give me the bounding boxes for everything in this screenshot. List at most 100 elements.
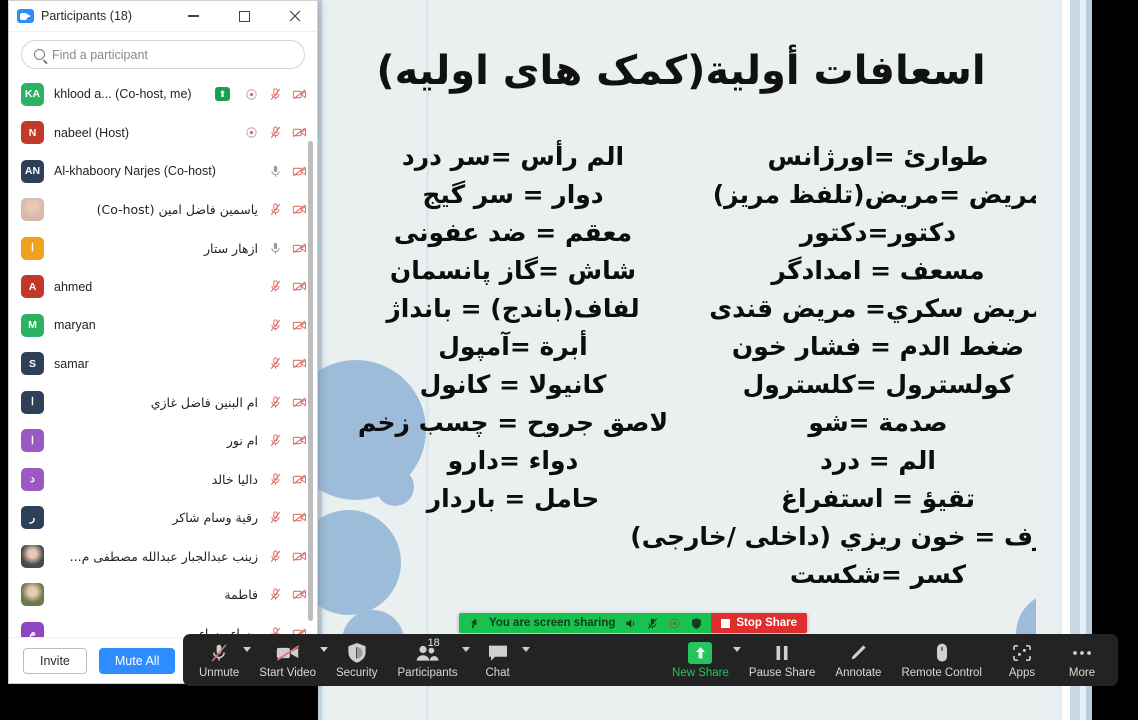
mic-muted-icon[interactable] xyxy=(646,617,659,630)
video-off-icon[interactable] xyxy=(292,241,307,256)
participant-row[interactable]: ياسمين فاضل امين (Co-host) xyxy=(9,191,317,230)
participant-name: رقية وسام شاكر xyxy=(172,510,258,526)
video-off-icon[interactable] xyxy=(292,87,307,102)
avatar: م xyxy=(21,621,44,637)
toolbar-start-video-button[interactable]: Start Video xyxy=(249,634,328,686)
toolbar-annotate-button[interactable]: Annotate xyxy=(825,634,891,686)
toolbar-more-button[interactable]: More xyxy=(1052,634,1112,686)
record-icon[interactable] xyxy=(244,125,259,140)
video-off-icon[interactable] xyxy=(292,472,307,487)
participants-scrollbar-thumb[interactable] xyxy=(308,141,313,621)
toolbar-new-share-button[interactable]: New Share xyxy=(662,634,741,686)
mic-muted-icon[interactable] xyxy=(268,125,283,140)
slide-line: مريض =مريض(تلفظ مريز) xyxy=(712,180,1044,209)
chevron-down-icon[interactable] xyxy=(243,647,252,652)
mic-on-icon[interactable] xyxy=(268,164,283,179)
search-input[interactable] xyxy=(52,47,292,62)
mic-muted-icon[interactable] xyxy=(268,587,283,602)
toolbar-participants-button[interactable]: 18 Participants xyxy=(388,634,470,686)
chevron-down-icon[interactable] xyxy=(461,647,470,652)
mute-all-button[interactable]: Mute All xyxy=(98,647,176,674)
slide-line: طوارئ =اورژانس xyxy=(767,142,989,171)
video-off-icon[interactable] xyxy=(292,318,307,333)
avatar: N xyxy=(21,121,44,145)
chevron-down-icon[interactable] xyxy=(521,647,530,652)
mic-muted-icon[interactable] xyxy=(268,510,283,525)
toolbar-icon xyxy=(208,642,230,664)
participant-row[interactable]: KA khlood a... (Co-host, me) ⬆ xyxy=(9,75,317,114)
video-off-icon[interactable] xyxy=(292,164,307,179)
participant-row[interactable]: ا ام نور xyxy=(9,422,317,461)
chevron-down-icon[interactable] xyxy=(319,647,328,652)
shield-icon[interactable] xyxy=(690,617,703,630)
video-off-icon[interactable] xyxy=(292,125,307,140)
speaker-icon[interactable] xyxy=(624,617,637,630)
meeting-toolbar: Unmute Start Video Security 18 Participants C… xyxy=(183,634,1118,686)
participants-scrollbar-track[interactable] xyxy=(308,77,315,635)
video-off-icon[interactable] xyxy=(292,356,307,371)
participant-row[interactable]: زينب عبدالجبار عبدالله مصطفى م... xyxy=(9,537,317,576)
mic-on-icon[interactable] xyxy=(268,241,283,256)
mic-muted-icon[interactable] xyxy=(268,202,283,217)
participant-row[interactable]: AN Al-khaboory Narjes (Co-host) xyxy=(9,152,317,191)
share-edge-left-2 xyxy=(322,0,326,720)
toolbar-apps-button[interactable]: Apps xyxy=(992,634,1052,686)
close-button[interactable] xyxy=(273,1,317,32)
video-off-icon[interactable] xyxy=(292,202,307,217)
zoom-video-icon xyxy=(17,9,34,23)
stop-share-button[interactable]: Stop Share xyxy=(711,613,808,633)
slide-line: کانیولا = کانول xyxy=(419,370,607,399)
invite-button[interactable]: Invite xyxy=(23,647,87,674)
mic-muted-icon[interactable] xyxy=(268,472,283,487)
search-box[interactable] xyxy=(21,40,305,69)
participant-row[interactable]: ا ام البنين فاضل غازي xyxy=(9,383,317,422)
mic-muted-icon[interactable] xyxy=(268,279,283,294)
video-off-icon[interactable] xyxy=(292,510,307,525)
participant-row[interactable]: ا ازهار ستار xyxy=(9,229,317,268)
participant-row[interactable]: د داليا خالد xyxy=(9,460,317,499)
mic-muted-icon[interactable] xyxy=(268,433,283,448)
participant-row[interactable]: ر رقية وسام شاكر xyxy=(9,499,317,538)
toolbar-pause-share-button[interactable]: Pause Share xyxy=(739,634,826,686)
chevron-down-icon[interactable] xyxy=(732,647,741,652)
avatar: AN xyxy=(21,159,44,183)
record-icon[interactable] xyxy=(244,87,259,102)
mic-muted-icon[interactable] xyxy=(268,87,283,102)
mic-muted-icon[interactable] xyxy=(268,356,283,371)
video-off-icon[interactable] xyxy=(292,549,307,564)
participant-name: ahmed xyxy=(54,279,93,294)
sharing-status-group: You are screen sharing xyxy=(459,613,712,633)
video-off-icon[interactable] xyxy=(292,587,307,602)
pointer-icon[interactable] xyxy=(467,617,480,630)
mic-muted-icon[interactable] xyxy=(268,549,283,564)
participant-status-icons xyxy=(268,587,307,602)
toolbar-security-button[interactable]: Security xyxy=(326,634,388,686)
toolbar-label: New Share xyxy=(672,666,729,679)
video-off-icon[interactable] xyxy=(292,279,307,294)
toolbar-unmute-button[interactable]: Unmute xyxy=(189,634,252,686)
video-off-icon[interactable] xyxy=(292,433,307,448)
participant-status-icons xyxy=(268,318,307,333)
mic-muted-icon[interactable] xyxy=(268,318,283,333)
mic-muted-icon[interactable] xyxy=(268,395,283,410)
participant-name: ام البنين فاضل غازي xyxy=(150,394,258,410)
participant-row[interactable]: فاطمة xyxy=(9,576,317,615)
toolbar-label: Start Video xyxy=(259,666,316,679)
participant-status-icons xyxy=(268,279,307,294)
video-off-icon[interactable] xyxy=(292,395,307,410)
toolbar-label: Unmute xyxy=(199,666,240,679)
toolbar-remote-control-button[interactable]: Remote Control xyxy=(891,634,992,686)
avatar: M xyxy=(21,313,44,337)
maximize-button[interactable] xyxy=(222,1,266,32)
avatar: A xyxy=(21,275,44,299)
shared-screen-area: اسعافات أولية(کمک های اولیه) الم رأس =سر… xyxy=(318,0,1138,720)
minimize-button[interactable] xyxy=(171,1,215,32)
mic-muted-icon xyxy=(211,643,227,662)
toolbar-chat-button[interactable]: Chat xyxy=(468,634,530,686)
record-icon[interactable] xyxy=(668,617,681,630)
